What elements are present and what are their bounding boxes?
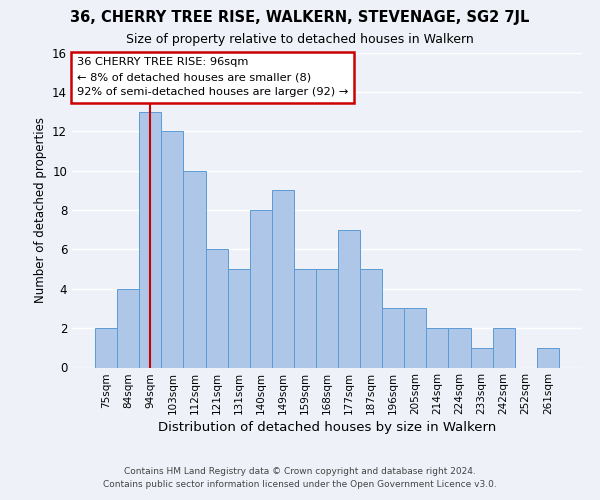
Text: Contains HM Land Registry data © Crown copyright and database right 2024.
Contai: Contains HM Land Registry data © Crown c…	[103, 467, 497, 489]
Bar	[470, 348, 493, 368]
Text: Size of property relative to detached houses in Walkern: Size of property relative to detached ho…	[126, 32, 474, 46]
Bar	[95, 328, 117, 368]
Bar	[139, 112, 161, 368]
Bar	[493, 328, 515, 368]
Text: 36, CHERRY TREE RISE, WALKERN, STEVENAGE, SG2 7JL: 36, CHERRY TREE RISE, WALKERN, STEVENAGE…	[70, 10, 530, 25]
X-axis label: Distribution of detached houses by size in Walkern: Distribution of detached houses by size …	[158, 422, 496, 434]
Bar	[184, 170, 206, 368]
Bar	[206, 250, 227, 368]
Bar	[448, 328, 470, 368]
Bar	[117, 289, 139, 368]
Bar	[360, 269, 382, 368]
Bar	[404, 308, 427, 368]
Bar	[537, 348, 559, 368]
Y-axis label: Number of detached properties: Number of detached properties	[34, 117, 47, 303]
Bar	[316, 269, 338, 368]
Bar	[272, 190, 294, 368]
Bar	[427, 328, 448, 368]
Text: 36 CHERRY TREE RISE: 96sqm
← 8% of detached houses are smaller (8)
92% of semi-d: 36 CHERRY TREE RISE: 96sqm ← 8% of detac…	[77, 57, 349, 97]
Bar	[227, 269, 250, 368]
Bar	[161, 131, 184, 368]
Bar	[250, 210, 272, 368]
Bar	[294, 269, 316, 368]
Bar	[382, 308, 404, 368]
Bar	[338, 230, 360, 368]
